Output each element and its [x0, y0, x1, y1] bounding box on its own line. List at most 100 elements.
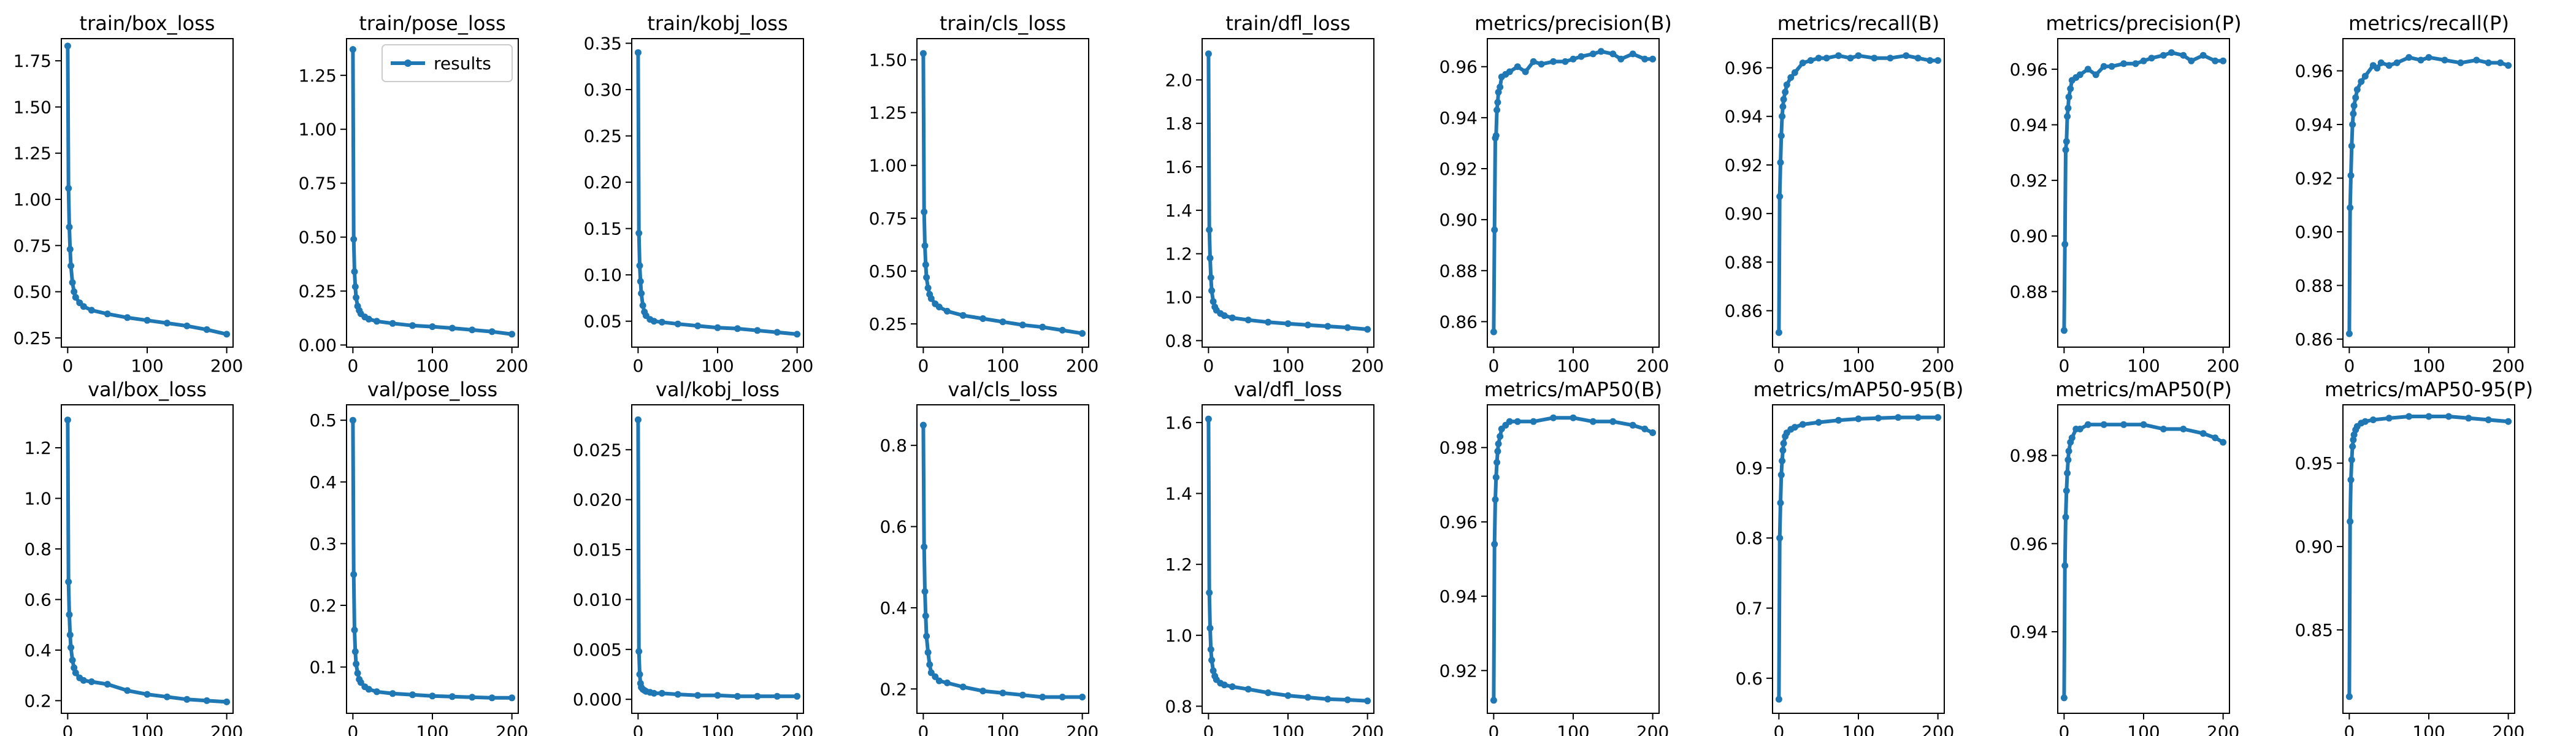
y-tick-label: 1.00: [13, 190, 52, 210]
y-tick-label: 0.50: [13, 282, 52, 302]
data-point: [2060, 327, 2068, 334]
data-point: [1777, 471, 1785, 478]
data-point: [919, 421, 927, 429]
data-point: [635, 229, 643, 237]
data-point: [1775, 696, 1782, 703]
data-point: [203, 697, 210, 704]
legend-marker: [404, 59, 412, 67]
data-point: [2212, 434, 2219, 442]
data-point: [2062, 146, 2069, 153]
data-point: [1835, 416, 1842, 424]
x-tick-label: 200: [1066, 722, 1098, 736]
y-tick-label: 0.25: [584, 126, 622, 147]
y-tick-label: 0.94: [2010, 115, 2048, 135]
data-point: [1649, 429, 1657, 436]
data-point: [1783, 81, 1790, 88]
data-point: [1039, 694, 1046, 700]
y-tick-label: 0.7: [1735, 599, 1763, 619]
x-tick-label: 0: [1203, 356, 1214, 376]
subplot-title: val/cls_loss: [948, 378, 1057, 401]
y-tick-label: 0.00: [299, 335, 337, 355]
data-point: [921, 209, 928, 215]
y-tick-label: 0.6: [880, 517, 907, 537]
x-tick-label: 100: [986, 722, 1019, 736]
x-tick-label: 0: [632, 722, 643, 736]
data-point: [1079, 694, 1086, 700]
subplot-title: metrics/recall(P): [2348, 12, 2509, 35]
x-tick-label: 0: [62, 356, 73, 376]
data-point: [1777, 159, 1784, 166]
data-point: [2377, 59, 2385, 66]
data-point: [734, 692, 741, 700]
x-tick-label: 200: [2492, 356, 2524, 376]
data-point: [69, 656, 76, 664]
data-point: [1209, 667, 1217, 675]
data-point: [67, 263, 75, 269]
data-point: [1206, 624, 1214, 632]
data-point: [2065, 93, 2072, 101]
data-point: [1903, 52, 1910, 59]
data-point: [2063, 487, 2070, 494]
subplot-title: val/box_loss: [88, 378, 207, 401]
data-point: [2347, 476, 2355, 483]
data-point: [1570, 55, 1577, 63]
x-tick-label: 200: [1636, 356, 1669, 376]
subplot-train-cls-loss: train/cls_loss 0 100 200 0.25 0.50 0.75 1.00 1.2…: [869, 12, 1099, 376]
data-point: [1570, 414, 1577, 421]
data-point: [1494, 448, 1501, 455]
data-point: [634, 416, 642, 423]
subplot-val-cls-loss: val/cls_loss 0 100 200 0.2 0.4 0.6 0.8: [880, 378, 1098, 736]
y-tick-label: 0.35: [584, 34, 622, 54]
x-tick-label: 0: [1203, 722, 1214, 736]
data-point: [1244, 686, 1252, 693]
data-point: [635, 648, 643, 655]
data-point: [1597, 48, 1604, 55]
data-point: [2140, 421, 2147, 428]
data-point: [1609, 50, 1617, 58]
x-tick-label: 0: [632, 356, 643, 376]
data-point: [1589, 418, 1597, 425]
subplot-metrics-map50-95-b: metrics/mAP50-95(B) 0 100 200 0.6 0.7 0.8 0.9: [1735, 378, 1963, 736]
y-tick-label: 0.94: [1439, 108, 1478, 128]
y-tick-label: 0.015: [573, 540, 622, 560]
y-tick-label: 0.75: [13, 236, 52, 256]
data-point: [1495, 440, 1502, 448]
data-point: [1799, 59, 1806, 67]
y-tick-label: 0.2: [309, 596, 337, 616]
data-point: [2349, 443, 2356, 450]
data-point: [1815, 55, 1822, 62]
x-tick-label: 100: [1271, 356, 1304, 376]
x-tick-label: 200: [1636, 722, 1669, 736]
y-tick-label: 0.88: [2295, 275, 2333, 296]
data-point: [943, 307, 951, 315]
x-tick-label: 200: [210, 356, 243, 376]
y-tick-label: 0.25: [13, 328, 52, 348]
data-point: [650, 689, 657, 697]
data-point: [754, 327, 761, 334]
data-point: [67, 644, 75, 651]
data-point: [469, 694, 476, 701]
y-tick-label: 0.020: [573, 490, 622, 510]
data-point: [448, 324, 456, 332]
x-tick-label: 200: [210, 722, 243, 736]
data-point: [1589, 50, 1597, 58]
x-tick-label: 100: [416, 356, 448, 376]
data-point: [2352, 94, 2359, 101]
data-point: [1609, 418, 1617, 425]
x-tick-label: 0: [347, 722, 358, 736]
data-point: [2120, 60, 2128, 67]
subplot-title: train/box_loss: [80, 12, 215, 35]
y-tick-label: 0.96: [2010, 534, 2048, 554]
data-point: [926, 661, 933, 669]
y-tick-label: 0.94: [2010, 622, 2048, 642]
data-point: [351, 283, 359, 290]
data-point: [1495, 88, 1502, 96]
legend: results: [381, 44, 513, 82]
data-point: [1874, 415, 1882, 422]
data-point: [2457, 59, 2464, 66]
data-point: [1244, 316, 1252, 324]
data-point: [1641, 55, 1649, 63]
data-point: [1265, 689, 1272, 696]
data-point: [409, 322, 416, 329]
